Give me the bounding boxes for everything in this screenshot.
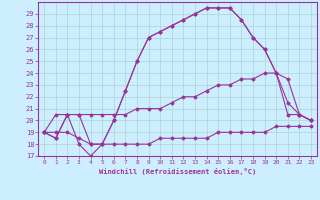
X-axis label: Windchill (Refroidissement éolien,°C): Windchill (Refroidissement éolien,°C) <box>99 168 256 175</box>
